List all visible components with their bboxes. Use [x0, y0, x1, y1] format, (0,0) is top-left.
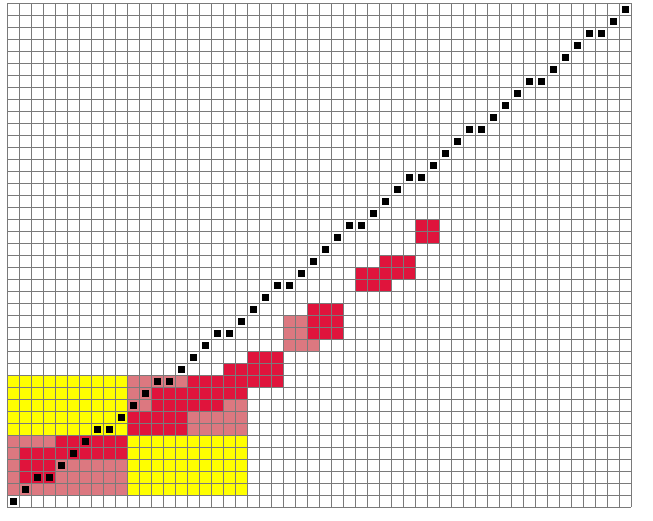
- diagonal-cell: [562, 54, 569, 61]
- diagonal-cell: [94, 426, 101, 433]
- diagonal-cell: [598, 30, 605, 37]
- diagonal-cell: [34, 474, 41, 481]
- diagonal-cell: [22, 486, 29, 493]
- diagonal-cell: [166, 378, 173, 385]
- diagonal-cell: [610, 18, 617, 25]
- red-block-10: [307, 303, 343, 339]
- diagonal-cell: [70, 450, 77, 457]
- diagonal-cell: [250, 306, 257, 313]
- diagonal-cell: [274, 282, 281, 289]
- diagonal-cell: [550, 66, 557, 73]
- diagonal-cell: [574, 42, 581, 49]
- diagonal-cell: [178, 366, 185, 373]
- diagonal-cell: [466, 126, 473, 133]
- diagonal-cell: [514, 90, 521, 97]
- diagonal-cell: [586, 30, 593, 37]
- diagonal-cell: [130, 402, 137, 409]
- diagonal-cell: [382, 198, 389, 205]
- diagonal-cell: [214, 330, 221, 337]
- diagonal-cell: [406, 174, 413, 181]
- diagonal-cell: [82, 438, 89, 445]
- red-block-8: [247, 351, 283, 387]
- diagonal-cell: [190, 354, 197, 361]
- diagonal-cell: [526, 78, 533, 85]
- diagonal-cell: [286, 282, 293, 289]
- diagonal-cell: [154, 378, 161, 385]
- diagonal-cell: [46, 474, 53, 481]
- diagonal-cell: [622, 6, 629, 13]
- diagonal-cell: [442, 150, 449, 157]
- diagonal-cell: [106, 426, 113, 433]
- diagonal-cell: [118, 414, 125, 421]
- diagonal-cell: [490, 114, 497, 121]
- diagonal-line: [10, 6, 629, 505]
- diagonal-cell: [502, 102, 509, 109]
- diagonal-cell: [454, 138, 461, 145]
- diagonal-cell: [298, 270, 305, 277]
- diagonal-cell: [478, 126, 485, 133]
- diagonal-cell: [418, 174, 425, 181]
- diagonal-cell: [238, 318, 245, 325]
- diagonal-cell: [322, 246, 329, 253]
- diagonal-cell: [10, 498, 17, 505]
- diagonal-cell: [358, 222, 365, 229]
- red-block-6: [187, 375, 223, 411]
- diagonal-cell: [334, 234, 341, 241]
- diagonal-cell: [310, 258, 317, 265]
- diagonal-cell: [430, 162, 437, 169]
- diagonal-cell: [226, 330, 233, 337]
- diagonal-cell: [394, 186, 401, 193]
- diagonal-cell: [58, 462, 65, 469]
- diagonal-cell: [202, 342, 209, 349]
- diagonal-cell: [346, 222, 353, 229]
- diagonal-cell: [142, 390, 149, 397]
- diagonal-cell: [538, 78, 545, 85]
- grid-lines: [7, 3, 632, 508]
- diagonal-cell: [262, 294, 269, 301]
- diagonal-cell: [370, 210, 377, 217]
